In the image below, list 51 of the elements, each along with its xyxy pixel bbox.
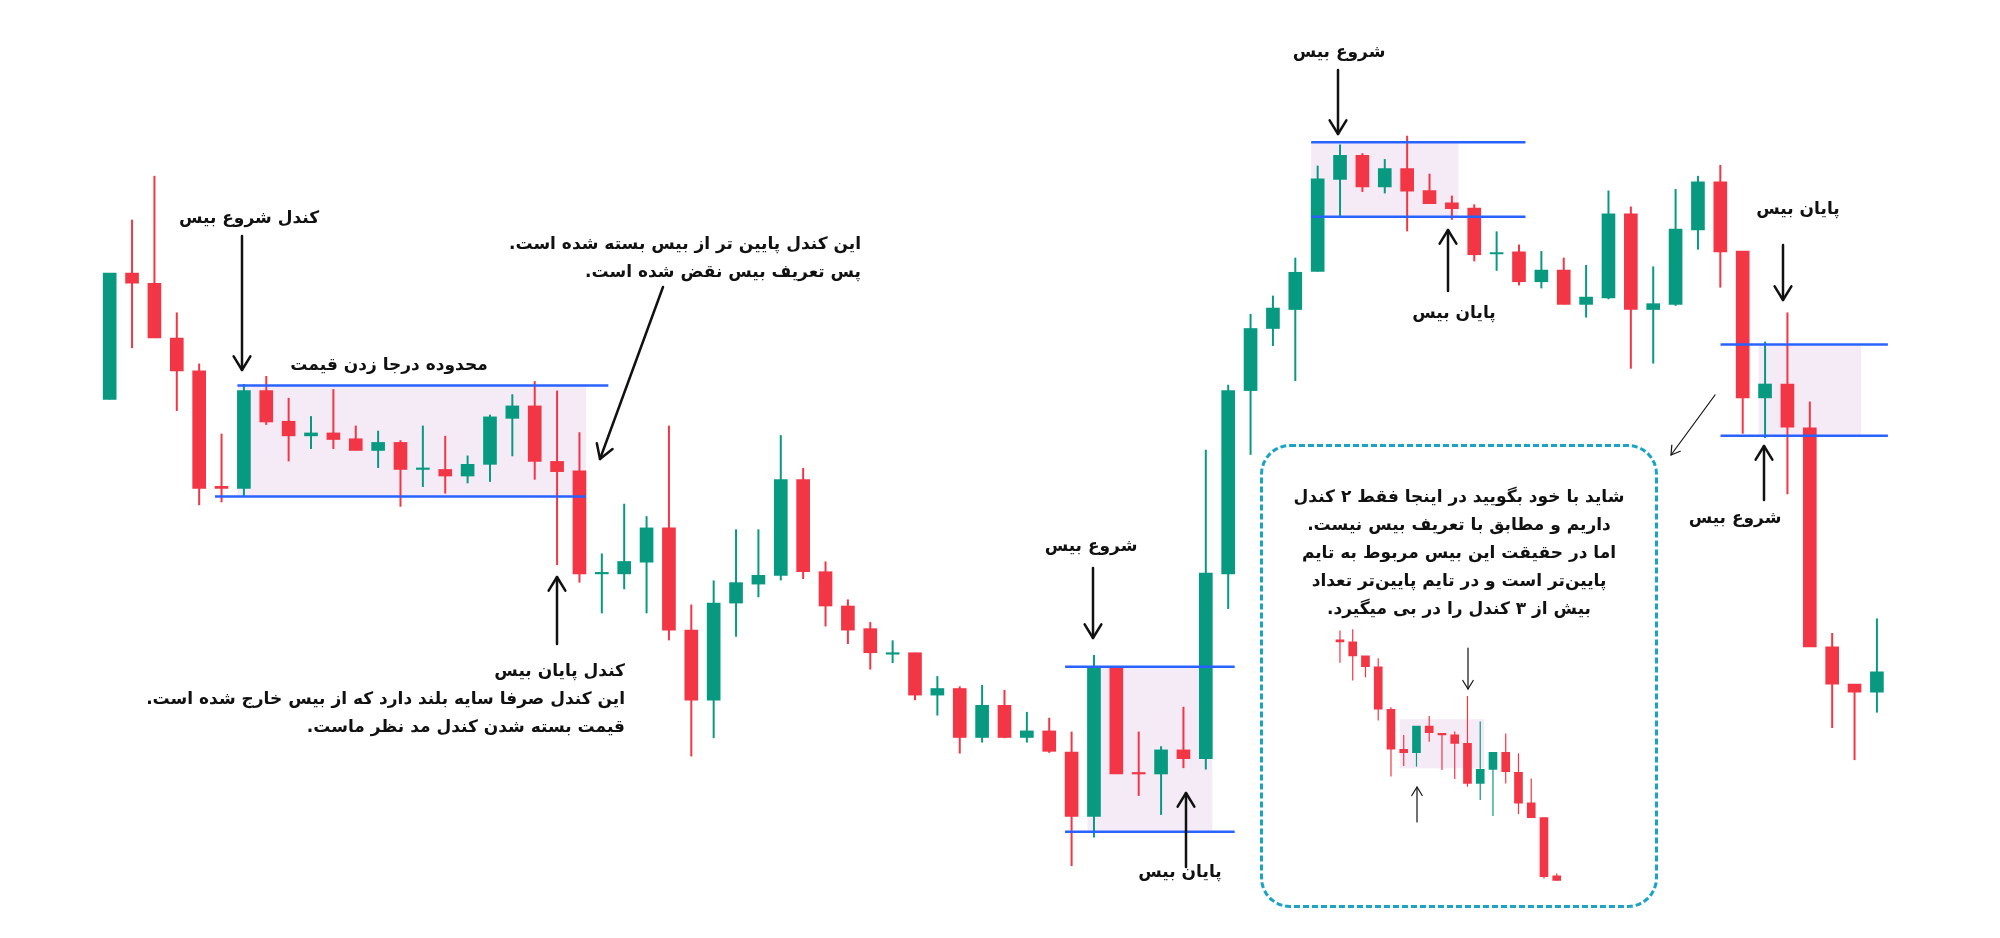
candlestick	[438, 434, 453, 495]
candlestick	[348, 424, 363, 452]
candlestick	[1020, 710, 1034, 744]
candlestick	[550, 389, 564, 567]
candlestick	[751, 528, 766, 599]
candlestick	[1422, 172, 1437, 205]
candlestick	[214, 432, 229, 504]
candlestick	[125, 218, 139, 350]
candlestick	[1488, 751, 1498, 817]
candlestick	[1870, 617, 1884, 714]
candlestick	[1450, 731, 1460, 780]
text: شروع بیس	[1291, 40, 1387, 64]
candlestick	[1266, 294, 1280, 348]
annotation: کندل پایان بیس این کندل صرفا سایه بلند دارد که از بیس خارج شده است. قیمت بسته شدن کندل مد نظر ماست.	[145, 659, 625, 739]
candlestick	[930, 675, 945, 717]
annotation: پایان بیس	[1755, 197, 1841, 221]
candlestick	[1176, 705, 1191, 770]
candlestick	[326, 388, 341, 450]
candlestick	[281, 396, 296, 463]
candlestick	[1526, 777, 1536, 819]
candlestick	[1377, 158, 1392, 195]
candlestick	[1646, 265, 1661, 365]
candlestick	[595, 552, 609, 615]
annotation: این کندل پایین تر از بیس بسته شده است. پس تعریف بیس نقض شده است.	[507, 232, 861, 284]
candlestick	[1348, 628, 1358, 682]
annotation: شروع بیس	[1043, 534, 1139, 558]
candlestick	[1758, 340, 1772, 440]
annotation: محدوده درجا زدن قیمت	[289, 353, 489, 376]
candlestick	[1534, 250, 1549, 290]
annotation: کندل شروع بیس	[177, 206, 321, 230]
candlestick	[460, 454, 475, 485]
candlestick	[371, 429, 385, 469]
candlestick	[1579, 263, 1593, 319]
candlestick	[1399, 734, 1409, 767]
candlestick	[416, 424, 430, 488]
candlestick	[1424, 715, 1434, 743]
candlestick	[1475, 720, 1485, 801]
annotation: شاید با خود بگویید در اینجا فقط ۲ کندل داریم و مطابق با تعریف بیس نیست. اما در حقیقت این بیس مربوط به تایم پایین‌تر است و در تایم پایین‌تر تعداد بیش از ۳ کندل را در بی میگیرد.	[1292, 485, 1626, 621]
candlestick	[885, 639, 900, 664]
candlestick	[617, 502, 632, 591]
candlestick	[729, 528, 743, 638]
candlestick	[1131, 730, 1146, 797]
annotation: شروع بیس	[1687, 506, 1783, 530]
annotation: پایان بیس	[1411, 301, 1497, 325]
candlestick	[505, 393, 520, 458]
candlestick	[1400, 134, 1414, 233]
candlestick	[1847, 683, 1862, 762]
annotation: پایان بیس	[1137, 860, 1223, 884]
candlestick	[1445, 194, 1459, 221]
candlestick	[1501, 732, 1511, 785]
candlestick	[1042, 716, 1057, 754]
